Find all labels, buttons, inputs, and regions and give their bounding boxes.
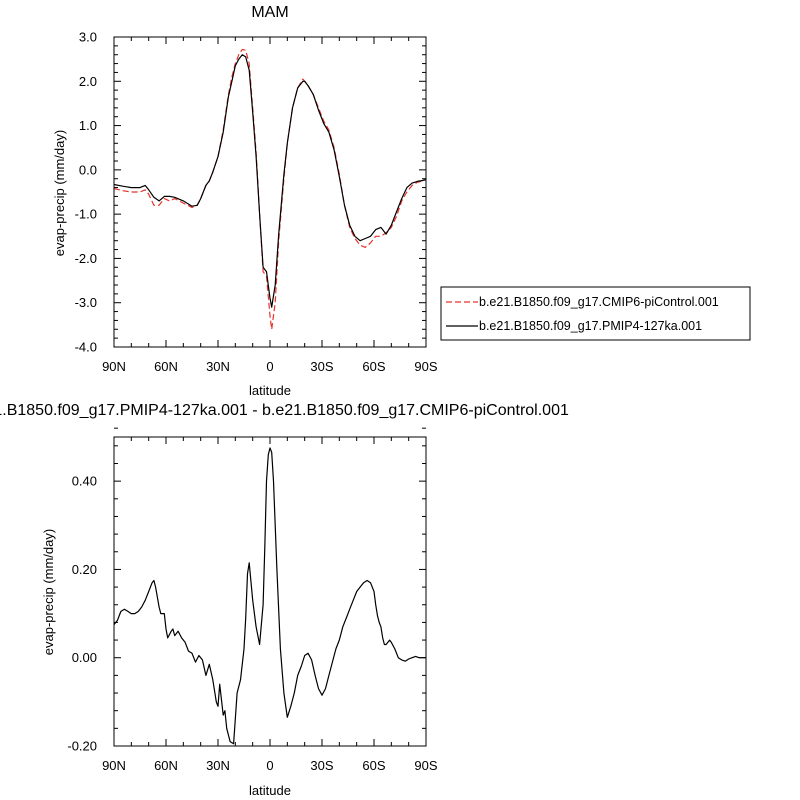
x-tick-label: 30N — [206, 359, 230, 374]
legend-label-picontrol: b.e21.B1850.f09_g17.CMIP6-piControl.001 — [479, 295, 719, 309]
y-tick-label: 2.0 — [79, 74, 97, 89]
bottom-chart-xlabel: latitude — [249, 783, 291, 798]
bottom-chart-lines — [113, 447, 426, 745]
bottom-chart-ylabel: evap-precip (mm/day) — [41, 529, 56, 655]
x-tick-label: 30S — [310, 359, 333, 374]
legend-box — [440, 286, 751, 341]
bottom-chart-frame — [113, 436, 427, 747]
x-tick-label: 60S — [362, 758, 385, 773]
bottom-chart-panel: .e21.B1850.f09_g17.PMIP4-127ka.001 - b.e… — [0, 402, 569, 798]
series-line-cmip6-picontrol — [113, 48, 427, 330]
x-tick-label: 0 — [266, 359, 273, 374]
series-line-difference — [113, 447, 426, 745]
x-tick-label: 60N — [154, 359, 178, 374]
y-tick-label: 0.00 — [72, 650, 97, 665]
top-chart-xlabel: latitude — [249, 383, 291, 398]
x-tick-label: 0 — [266, 758, 273, 773]
top-chart-ticks: 90N 60N 30N 0 30S 60S 90S -4.0 -3.0 -2.0 -1.0 0.0 1.… — [75, 30, 438, 375]
top-chart-panel: MAM evap-precip (mm/day) latitude 90N 60N… — [52, 4, 438, 398]
x-tick-label: 90S — [414, 758, 437, 773]
y-tick-label: -1.0 — [75, 207, 97, 222]
y-tick-label: 3.0 — [79, 30, 97, 45]
y-tick-label: -3.0 — [75, 295, 97, 310]
bottom-chart-ticks: 90N 60N 30N 0 30S 60S 90S -0.20 0.00 0.20 0.40 — [67, 427, 438, 773]
x-tick-label: 90N — [102, 758, 126, 773]
x-tick-label: 60S — [362, 359, 385, 374]
x-tick-label: 60N — [154, 758, 178, 773]
top-chart-title: MAM — [251, 4, 288, 21]
x-tick-label: 30N — [206, 758, 230, 773]
y-tick-label: -0.20 — [67, 739, 97, 754]
y-tick-label: 0.20 — [72, 562, 97, 577]
y-tick-label: 0.0 — [79, 162, 97, 177]
legend-label-127ka: b.e21.B1850.f09_g17.PMIP4-127ka.001 — [479, 319, 702, 333]
top-chart-lines — [113, 48, 427, 330]
series-line-pmip4-127ka — [113, 54, 427, 308]
y-tick-label: -2.0 — [75, 251, 97, 266]
top-chart-frame — [113, 36, 427, 348]
y-tick-label: -4.0 — [75, 340, 97, 355]
legend: b.e21.B1850.f09_g17.CMIP6-piControl.001 … — [440, 286, 751, 341]
x-tick-label: 90N — [102, 359, 126, 374]
x-tick-label: 30S — [310, 758, 333, 773]
bottom-chart-title: .e21.B1850.f09_g17.PMIP4-127ka.001 - b.e… — [0, 402, 569, 419]
y-tick-label: 0.40 — [72, 474, 97, 489]
x-tick-label: 90S — [414, 359, 437, 374]
top-chart-ylabel: evap-precip (mm/day) — [52, 130, 67, 256]
y-tick-label: 1.0 — [79, 118, 97, 133]
